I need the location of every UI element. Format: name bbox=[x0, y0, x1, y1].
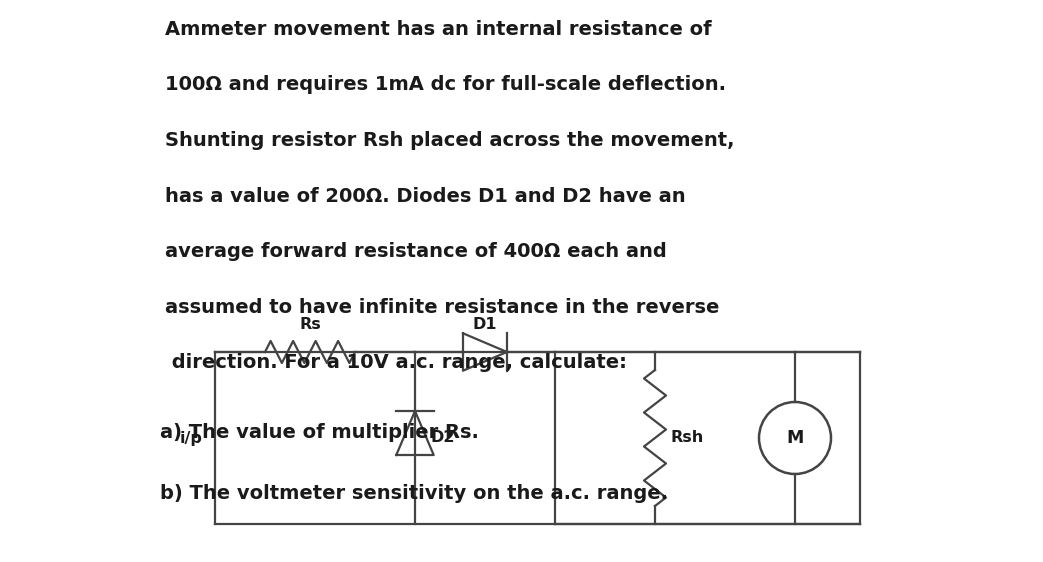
Text: i/p: i/p bbox=[180, 430, 203, 446]
Text: 100Ω and requires 1mA dc for full-scale deflection.: 100Ω and requires 1mA dc for full-scale … bbox=[165, 75, 726, 94]
Text: assumed to have infinite resistance in the reverse: assumed to have infinite resistance in t… bbox=[165, 298, 720, 317]
Text: Rs: Rs bbox=[299, 317, 321, 332]
Text: direction. For a 10V a.c. range, calculate:: direction. For a 10V a.c. range, calcula… bbox=[165, 353, 627, 373]
Text: D1: D1 bbox=[472, 317, 498, 332]
Text: D2: D2 bbox=[430, 430, 455, 446]
Text: b) The voltmeter sensitivity on the a.c. range.: b) The voltmeter sensitivity on the a.c.… bbox=[160, 484, 668, 504]
Text: Shunting resistor Rsh placed across the movement,: Shunting resistor Rsh placed across the … bbox=[165, 131, 734, 150]
Text: Rsh: Rsh bbox=[670, 430, 703, 446]
Text: a) The value of multiplier Rs.: a) The value of multiplier Rs. bbox=[160, 423, 479, 442]
Text: Ammeter movement has an internal resistance of: Ammeter movement has an internal resista… bbox=[165, 20, 711, 39]
Text: has a value of 200Ω. Diodes D1 and D2 have an: has a value of 200Ω. Diodes D1 and D2 ha… bbox=[165, 187, 685, 206]
Text: M: M bbox=[786, 429, 804, 447]
Text: average forward resistance of 400Ω each and: average forward resistance of 400Ω each … bbox=[165, 242, 666, 261]
